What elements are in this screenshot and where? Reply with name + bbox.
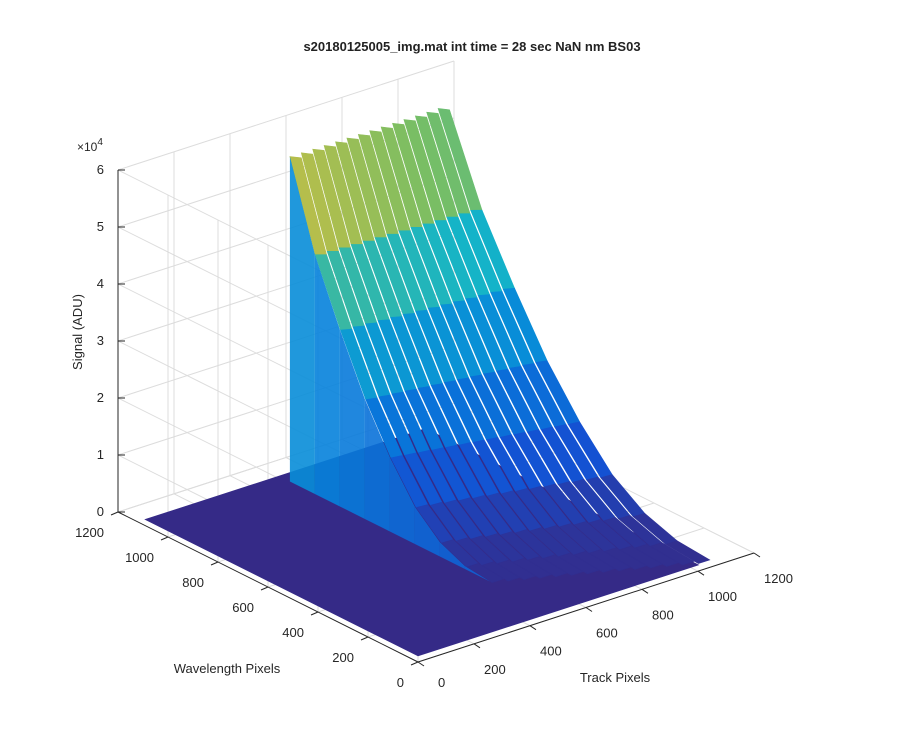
surface-side xyxy=(414,506,440,557)
y-tick-mark xyxy=(160,536,169,541)
z-tick-label: 3 xyxy=(97,333,104,348)
y-tick-mark xyxy=(410,661,419,666)
gridline xyxy=(117,60,455,171)
x-tick-mark xyxy=(641,588,649,594)
x-tick-label: 1200 xyxy=(764,571,793,586)
z-tick-label: 2 xyxy=(97,390,104,405)
surface-patch xyxy=(527,556,568,578)
surface-side xyxy=(339,329,365,519)
z-tick-label: 6 xyxy=(97,162,104,177)
z-tick-label: 0 xyxy=(97,504,104,519)
z-tick-label: 4 xyxy=(97,276,104,291)
x-tick-mark xyxy=(585,607,593,612)
y-tick-label: 0 xyxy=(397,675,404,690)
x-tick-label: 800 xyxy=(652,607,674,622)
surface-patch xyxy=(588,549,632,572)
x-tick-mark xyxy=(529,625,537,631)
y-axis-label: Wavelength Pixels xyxy=(174,661,281,676)
y-tick-mark xyxy=(110,511,119,516)
y-tick-mark xyxy=(210,561,219,566)
surface-patch xyxy=(496,559,536,580)
y-tick-label: 1200 xyxy=(75,525,104,540)
surface-patch xyxy=(481,561,521,582)
axes-layer xyxy=(110,169,761,667)
y-tick-labels: 0 200 400 600 800 1000 1200 xyxy=(75,525,404,690)
surface-side xyxy=(389,457,415,544)
x-tick-mark xyxy=(417,661,425,667)
surface-patch xyxy=(634,543,679,567)
surface-patch xyxy=(603,547,648,570)
z-exponent-label: ×104 xyxy=(77,137,103,154)
y-tick-label: 800 xyxy=(182,575,204,590)
z-tick-label: 1 xyxy=(97,447,104,462)
x-tick-label: 0 xyxy=(438,675,445,690)
surface-patch xyxy=(542,554,584,576)
surface-patch xyxy=(665,540,711,564)
surface-patch xyxy=(619,545,663,569)
x-tick-mark xyxy=(473,643,481,649)
surface-side xyxy=(314,254,340,507)
surface-side xyxy=(289,156,315,494)
surface-patch xyxy=(557,552,600,575)
z-axis-label: Signal (ADU) xyxy=(70,294,85,370)
surface-layer xyxy=(144,108,711,657)
surface-patch xyxy=(466,563,505,583)
y-tick-label: 1000 xyxy=(125,550,154,565)
y-tick-label: 200 xyxy=(332,650,354,665)
surface-side xyxy=(364,399,390,532)
z-tick-label: 5 xyxy=(97,219,104,234)
surface-patch xyxy=(512,557,552,579)
x-axis-label: Track Pixels xyxy=(580,670,651,685)
x-tick-label: 400 xyxy=(540,644,562,659)
gridline xyxy=(117,169,419,321)
y-tick-mark xyxy=(360,636,369,641)
y-tick-label: 600 xyxy=(232,600,254,615)
chart-title: s20180125005_img.mat int time = 28 sec N… xyxy=(303,39,640,54)
x-tick-labels: 0 200 400 600 800 1000 1200 xyxy=(438,571,793,690)
x-tick-mark xyxy=(753,552,761,558)
y-tick-label: 400 xyxy=(282,625,304,640)
surface-side xyxy=(464,566,490,582)
x-tick-mark xyxy=(697,570,705,576)
surface-side xyxy=(439,542,465,569)
surface-patch xyxy=(649,542,695,566)
y-tick-mark xyxy=(310,611,319,616)
x-tick-label: 600 xyxy=(596,626,618,641)
surface-patch xyxy=(573,550,616,573)
z-tick-labels: 0 1 2 3 4 5 6 xyxy=(97,162,104,519)
x-tick-label: 1000 xyxy=(708,589,737,604)
y-tick-mark xyxy=(260,586,269,591)
x-tick-label: 200 xyxy=(484,662,506,677)
